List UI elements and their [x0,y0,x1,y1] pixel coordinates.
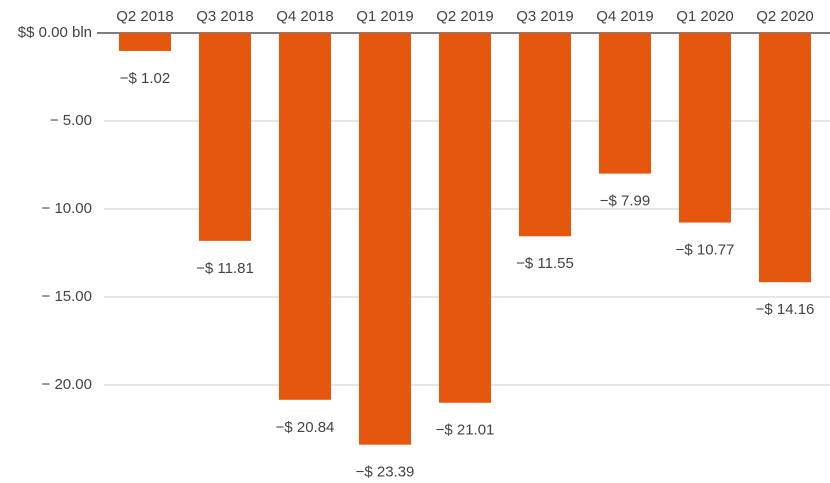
x-tick-label: Q1 2019 [356,8,414,25]
y-tick-label: − 15.00 [42,288,92,305]
data-label: −$ 11.55 [516,255,574,272]
data-label: −$ 10.77 [676,242,735,259]
bar [759,33,811,283]
bar [519,33,571,237]
bar [599,33,651,174]
y-tick-label: − 10.00 [42,200,92,217]
x-tick-label: Q3 2018 [196,8,254,25]
bar [439,33,491,403]
bar [279,33,331,400]
x-tick-label: Q2 2019 [436,8,494,25]
x-tick-label: Q2 2018 [116,8,174,25]
data-label: −$ 7.99 [600,193,650,210]
x-tick-label: Q2 2020 [756,8,814,25]
x-tick-label: Q4 2018 [276,8,334,25]
x-tick-label: Q3 2019 [516,8,574,25]
y-tick-label: − 20.00 [42,376,92,393]
y-tick-label: $$ 0.00 bln [18,24,92,41]
bar [359,33,411,445]
y-tick-label: − 5.00 [50,112,92,129]
data-label: −$ 21.01 [436,422,495,439]
x-tick-label: Q1 2020 [676,8,734,25]
bar [199,33,251,241]
bar [119,33,171,51]
x-tick-label: Q4 2019 [596,8,654,25]
bar [679,33,731,223]
data-label: −$ 11.81 [196,260,254,277]
data-label: −$ 20.84 [276,419,335,436]
data-label: −$ 14.16 [756,301,815,318]
data-label: −$ 23.39 [356,464,415,481]
data-label: −$ 1.02 [120,70,170,87]
